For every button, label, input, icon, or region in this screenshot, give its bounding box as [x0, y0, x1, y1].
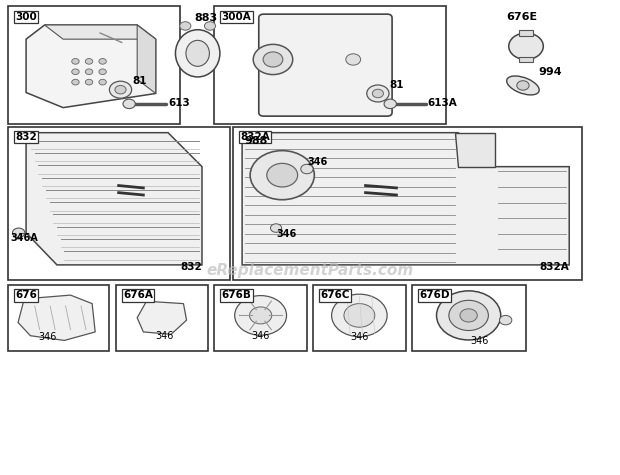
- Circle shape: [72, 79, 79, 85]
- Circle shape: [99, 58, 106, 64]
- Text: 346: 346: [307, 157, 327, 167]
- Circle shape: [12, 228, 25, 238]
- Text: 988: 988: [244, 136, 268, 146]
- Text: 832: 832: [15, 132, 37, 142]
- Text: 883: 883: [195, 13, 218, 23]
- Text: 676E: 676E: [507, 12, 538, 22]
- Polygon shape: [26, 25, 156, 108]
- Circle shape: [86, 58, 93, 64]
- Circle shape: [500, 315, 512, 325]
- Circle shape: [509, 33, 543, 59]
- Circle shape: [123, 99, 135, 109]
- Polygon shape: [137, 25, 156, 94]
- Polygon shape: [242, 133, 569, 265]
- Circle shape: [72, 58, 79, 64]
- Text: eReplacementParts.com: eReplacementParts.com: [206, 263, 414, 278]
- Circle shape: [384, 99, 396, 109]
- Circle shape: [449, 300, 489, 331]
- Polygon shape: [45, 25, 156, 39]
- Bar: [215, 285, 307, 351]
- Text: 676: 676: [15, 290, 37, 300]
- Text: 676A: 676A: [123, 290, 153, 300]
- Circle shape: [86, 79, 93, 85]
- Text: 346A: 346A: [10, 233, 38, 243]
- Bar: [215, 6, 446, 124]
- Circle shape: [270, 224, 281, 232]
- Text: 346: 346: [276, 228, 296, 238]
- Circle shape: [109, 81, 131, 98]
- Polygon shape: [18, 295, 95, 341]
- Text: 676C: 676C: [321, 290, 350, 300]
- Circle shape: [346, 54, 361, 65]
- Circle shape: [99, 69, 106, 75]
- Text: 613: 613: [168, 98, 190, 108]
- Text: 81: 81: [133, 76, 148, 86]
- Bar: [7, 126, 230, 280]
- Text: 346: 346: [350, 332, 368, 342]
- Text: 346: 346: [251, 331, 270, 341]
- Text: 832A: 832A: [539, 262, 569, 272]
- Bar: [412, 285, 526, 351]
- Circle shape: [267, 163, 298, 187]
- Text: 994: 994: [538, 66, 562, 76]
- Circle shape: [373, 89, 383, 98]
- Bar: [518, 57, 533, 62]
- Text: 300: 300: [15, 12, 37, 22]
- Circle shape: [344, 304, 375, 327]
- Circle shape: [249, 307, 272, 324]
- Circle shape: [367, 85, 389, 102]
- Circle shape: [263, 52, 283, 67]
- Bar: [233, 126, 582, 280]
- Circle shape: [86, 69, 93, 75]
- Ellipse shape: [507, 76, 539, 95]
- Text: 613A: 613A: [427, 98, 457, 108]
- Circle shape: [436, 291, 501, 340]
- Text: 346: 346: [38, 332, 57, 342]
- Circle shape: [205, 22, 216, 30]
- Bar: [115, 285, 208, 351]
- Bar: [518, 30, 533, 36]
- Text: 676B: 676B: [222, 290, 252, 300]
- Text: 346: 346: [156, 331, 174, 341]
- Text: 832: 832: [180, 262, 202, 272]
- Ellipse shape: [186, 40, 210, 66]
- Circle shape: [250, 151, 314, 199]
- Circle shape: [516, 81, 529, 90]
- Circle shape: [99, 79, 106, 85]
- Bar: [313, 285, 405, 351]
- Circle shape: [460, 309, 477, 322]
- Polygon shape: [137, 301, 187, 334]
- Text: 832A: 832A: [241, 132, 270, 142]
- Text: 81: 81: [389, 80, 404, 90]
- Circle shape: [253, 44, 293, 75]
- Bar: [7, 285, 109, 351]
- Text: 676D: 676D: [419, 290, 449, 300]
- Circle shape: [235, 295, 286, 335]
- Text: 346: 346: [471, 336, 489, 346]
- Polygon shape: [455, 133, 495, 167]
- Circle shape: [301, 164, 313, 174]
- Ellipse shape: [175, 30, 220, 77]
- Circle shape: [180, 22, 191, 30]
- Circle shape: [332, 294, 387, 337]
- Polygon shape: [26, 133, 202, 265]
- Bar: [7, 6, 180, 124]
- FancyBboxPatch shape: [259, 14, 392, 116]
- Circle shape: [115, 86, 126, 94]
- Circle shape: [72, 69, 79, 75]
- Text: 300A: 300A: [222, 12, 252, 22]
